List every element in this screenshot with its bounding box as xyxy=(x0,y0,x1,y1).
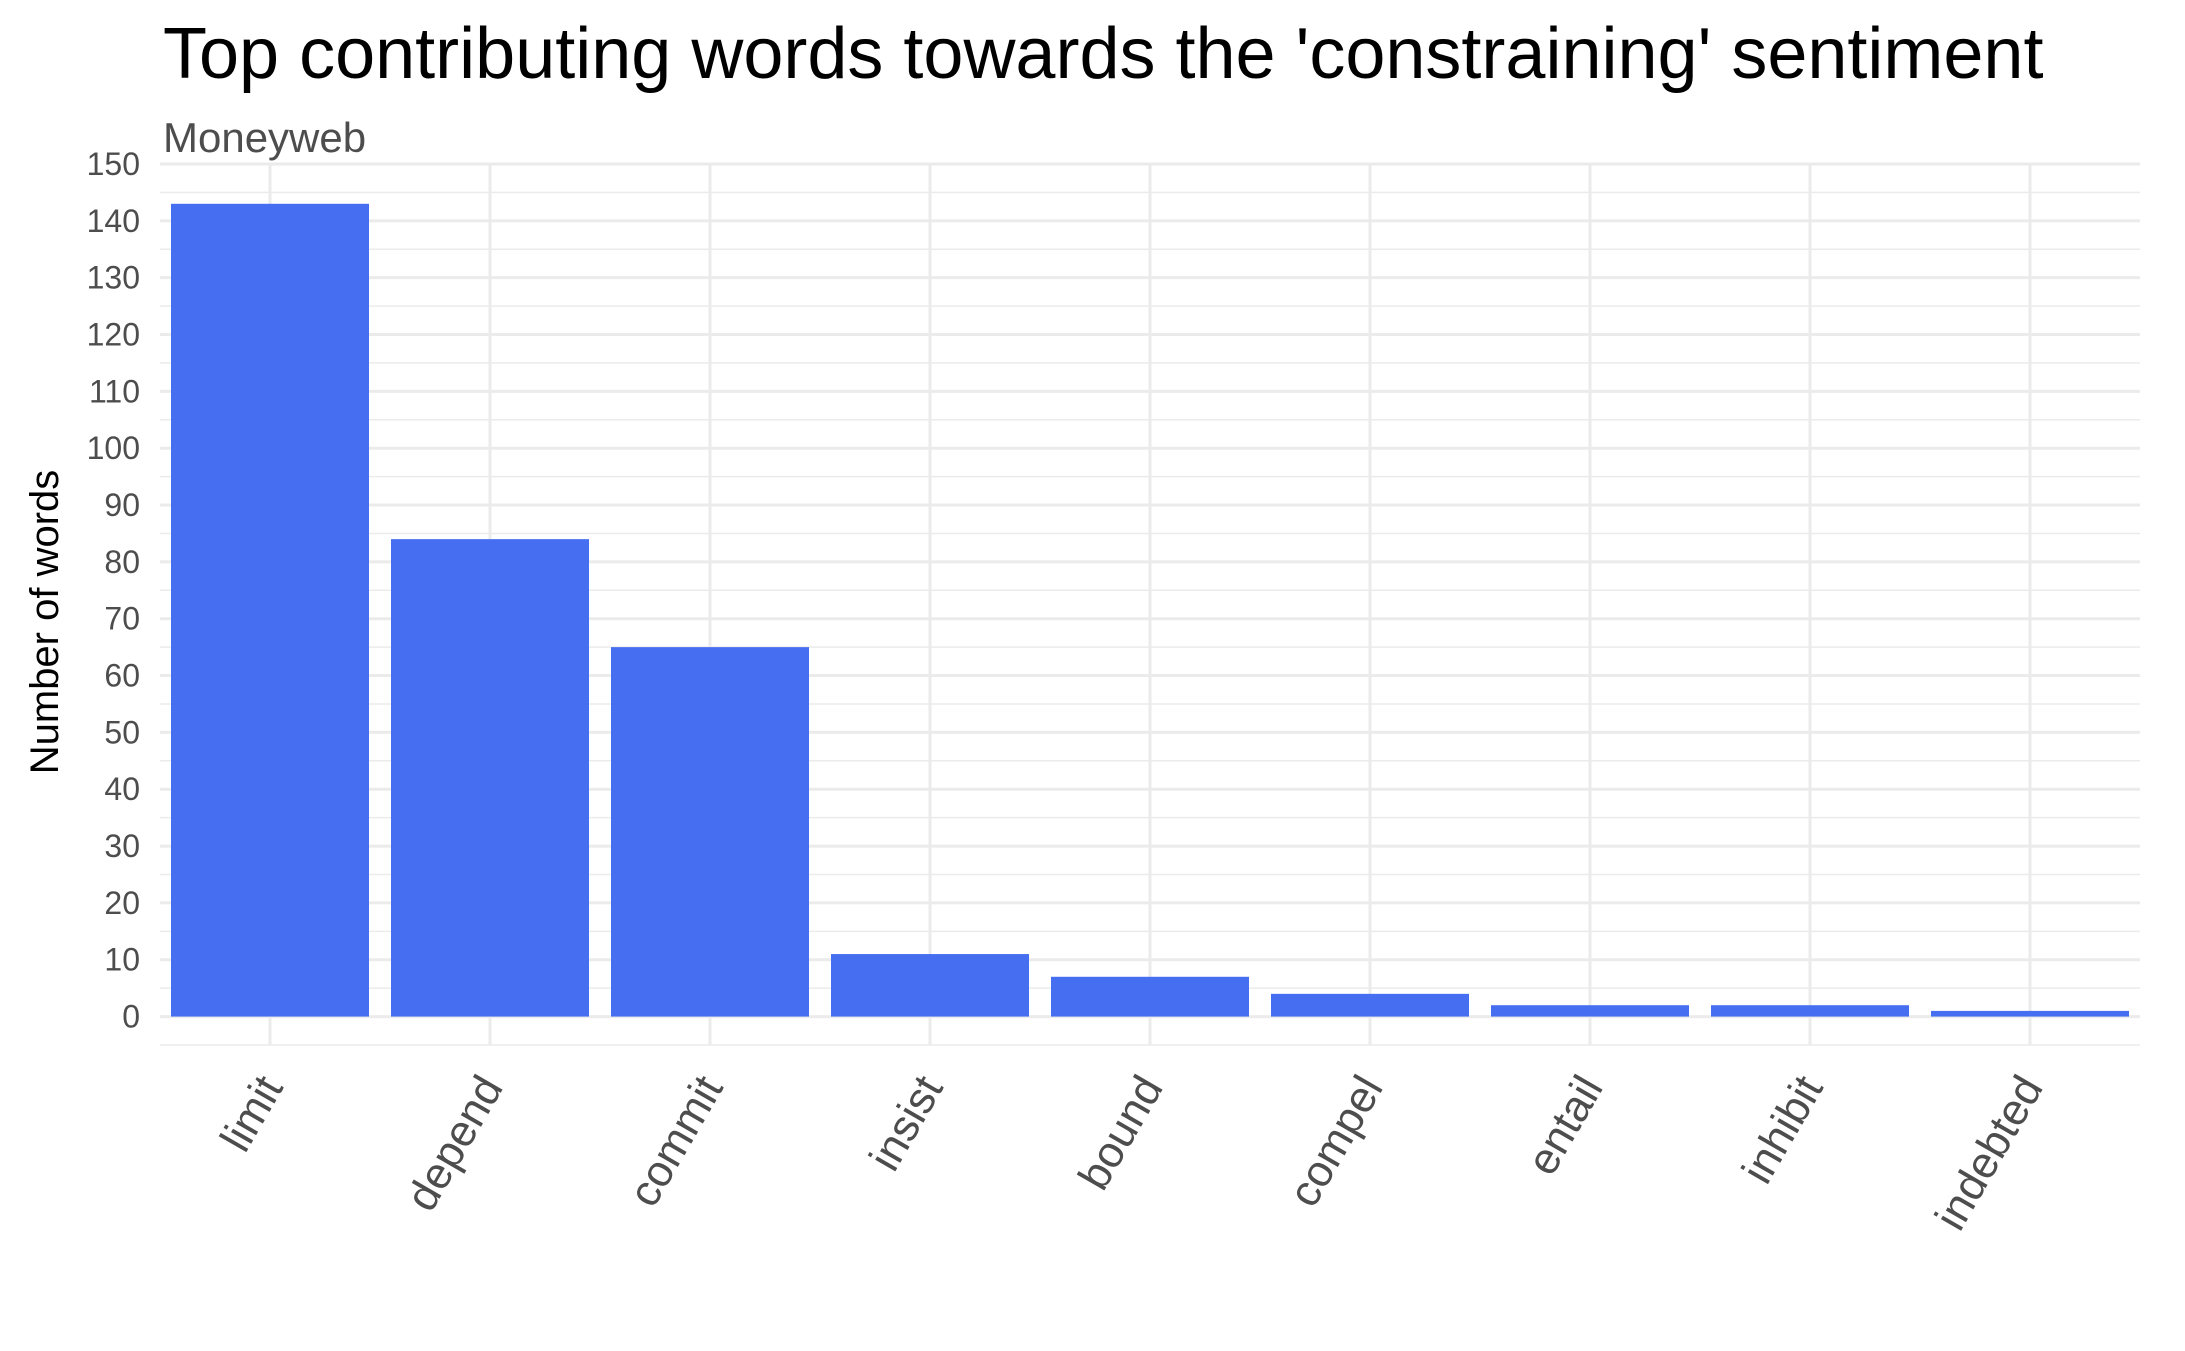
x-axis-ticks: limit depend commit insist bound compel entail… xyxy=(211,1068,2053,1239)
y-tick-label: 10 xyxy=(104,942,140,978)
x-tick-label: commit xyxy=(619,1068,732,1215)
y-tick-label: 50 xyxy=(104,714,140,750)
bar-commit xyxy=(611,647,809,1017)
y-tick-label: 100 xyxy=(87,430,140,466)
y-axis-label: Number of words xyxy=(23,470,67,775)
bar-indebted xyxy=(1931,1010,2129,1017)
x-tick-label: inhibit xyxy=(1733,1068,1833,1192)
bars xyxy=(171,203,2129,1017)
y-tick-label: 140 xyxy=(87,203,140,239)
bar-inhibit xyxy=(1711,1005,1909,1017)
x-tick-label: indebted xyxy=(1926,1068,2053,1239)
y-tick-label: 0 xyxy=(122,999,140,1035)
y-axis-ticks: 0 10 20 30 40 50 60 70 80 90 100 110 120 130 140 150 xyxy=(87,146,140,1035)
y-tick-label: 40 xyxy=(104,771,140,807)
bar-bound xyxy=(1051,976,1249,1017)
bar-depend xyxy=(391,539,589,1017)
x-tick-label: bound xyxy=(1069,1068,1173,1198)
y-tick-label: 60 xyxy=(104,658,140,694)
x-tick-label: limit xyxy=(211,1068,293,1160)
y-tick-label: 20 xyxy=(104,885,140,921)
y-tick-label: 70 xyxy=(104,601,140,637)
bar-entail xyxy=(1491,1005,1689,1017)
bar-limit xyxy=(171,203,369,1017)
x-tick-label: compel xyxy=(1279,1068,1392,1215)
bar-insist xyxy=(831,954,1029,1017)
bar-compel xyxy=(1271,993,1469,1017)
chart-subtitle: Moneyweb xyxy=(163,114,366,161)
y-tick-label: 80 xyxy=(104,544,140,580)
y-tick-label: 110 xyxy=(89,373,140,409)
y-tick-label: 150 xyxy=(87,146,140,182)
x-tick-label: entail xyxy=(1518,1068,1613,1184)
y-tick-label: 130 xyxy=(87,260,140,296)
y-tick-label: 120 xyxy=(87,317,140,353)
chart-title: Top contributing words towards the 'cons… xyxy=(163,14,2043,94)
y-tick-label: 90 xyxy=(104,487,140,523)
x-tick-label: depend xyxy=(397,1068,513,1220)
x-tick-label: insist xyxy=(860,1068,953,1179)
y-tick-label: 30 xyxy=(104,828,140,864)
